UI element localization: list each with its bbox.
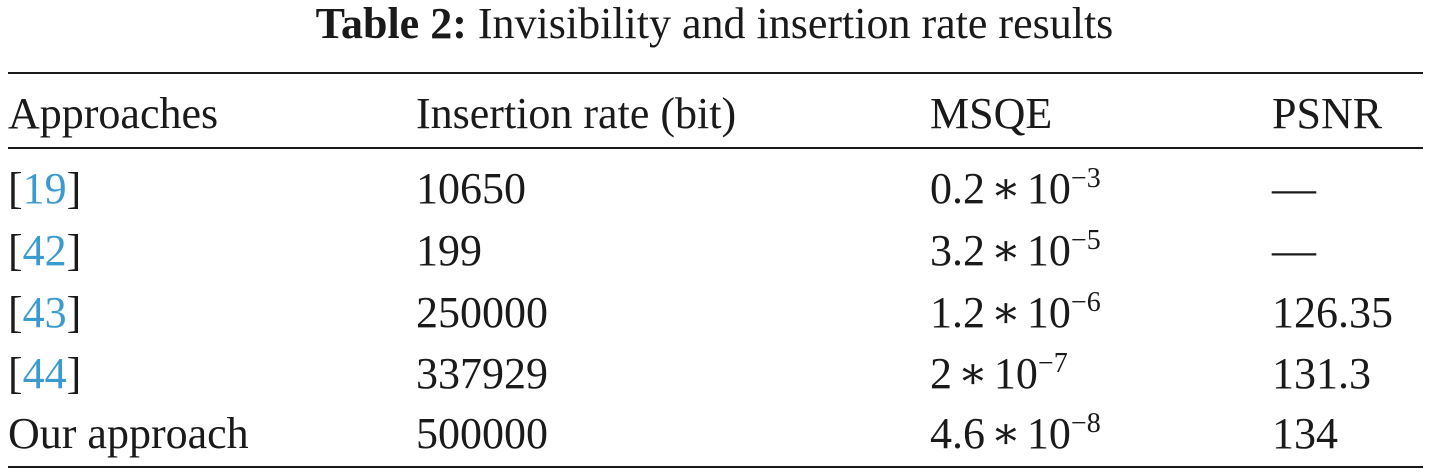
citation-link[interactable]: 19 [22, 164, 67, 213]
approach-cell: Our approach [8, 409, 249, 458]
insertion-rate-cell: 250000 [416, 288, 548, 337]
header-psnr: PSNR [1272, 89, 1383, 138]
psnr-cell: 131.3 [1272, 349, 1371, 398]
insertion-rate-cell: 337929 [416, 349, 548, 398]
psnr-cell: — [1272, 164, 1316, 213]
msqe-operator: ∗ [991, 409, 1021, 458]
msqe-operator: ∗ [991, 288, 1021, 337]
header-insertion-rate: Insertion rate (bit) [416, 89, 737, 138]
msqe-operator: ∗ [991, 164, 1021, 213]
approach-cell: [42] [8, 225, 81, 277]
msqe-operator: ∗ [991, 226, 1021, 275]
table-row: [43] 250000 1.2 ∗ 10−6 126.35 [0, 287, 1429, 339]
citation-open-bracket: [ [8, 164, 23, 213]
citation-open-bracket: [ [8, 288, 23, 337]
citation-link[interactable]: 43 [22, 288, 67, 337]
psnr-cell: — [1272, 226, 1316, 275]
msqe-operator: ∗ [958, 349, 988, 398]
approach-cell: [19] [8, 163, 81, 215]
msqe-exponent: −7 [1037, 348, 1068, 379]
citation-close-bracket: ] [66, 164, 82, 213]
psnr-cell: 134 [1272, 409, 1338, 458]
citation-open-bracket: [ [8, 349, 23, 398]
table-caption-text: Invisibility and insertion rate results [477, 0, 1114, 48]
msqe-mantissa: 2 [930, 349, 952, 398]
table-top-rule [8, 72, 1423, 74]
msqe-exponent: −3 [1070, 163, 1101, 194]
psnr-cell: 126.35 [1272, 288, 1393, 337]
msqe-base: 10 [1026, 164, 1071, 213]
approach-cell: [44] [8, 348, 81, 400]
table-row: [19] 10650 0.2 ∗ 10−3 — [0, 163, 1429, 215]
msqe-exponent: −5 [1070, 225, 1101, 256]
msqe-cell: 2 ∗ 10−7 [930, 348, 1068, 400]
citation-close-bracket: ] [66, 349, 82, 398]
table-caption-label: Table 2: [315, 0, 467, 48]
citation-link[interactable]: 42 [22, 226, 67, 275]
table-header-row: Approaches Insertion rate (bit) MSQE PSN… [0, 88, 1429, 140]
msqe-base: 10 [1026, 288, 1071, 337]
table-row: [44] 337929 2 ∗ 10−7 131.3 [0, 348, 1429, 400]
citation-link[interactable]: 44 [22, 349, 67, 398]
msqe-cell: 3.2 ∗ 10−5 [930, 225, 1101, 277]
msqe-exponent: −6 [1070, 287, 1101, 318]
table-header-rule [8, 147, 1423, 149]
citation-close-bracket: ] [66, 226, 82, 275]
msqe-mantissa: 3.2 [930, 226, 985, 275]
msqe-cell: 0.2 ∗ 10−3 [930, 163, 1101, 215]
table-bottom-rule [8, 466, 1423, 468]
insertion-rate-cell: 500000 [416, 409, 548, 458]
msqe-base: 10 [1026, 226, 1071, 275]
insertion-rate-cell: 10650 [416, 164, 526, 213]
citation-close-bracket: ] [66, 288, 82, 337]
msqe-base: 10 [993, 349, 1038, 398]
header-approaches: Approaches [8, 89, 219, 138]
table-row: [42] 199 3.2 ∗ 10−5 — [0, 225, 1429, 277]
msqe-cell: 1.2 ∗ 10−6 [930, 287, 1101, 339]
msqe-cell: 4.6 ∗ 10−8 [930, 408, 1101, 460]
insertion-rate-cell: 199 [416, 226, 482, 275]
approach-cell: [43] [8, 287, 81, 339]
msqe-exponent: −8 [1070, 408, 1101, 439]
header-msqe: MSQE [930, 89, 1053, 138]
msqe-mantissa: 4.6 [930, 409, 985, 458]
msqe-mantissa: 1.2 [930, 288, 985, 337]
table-caption: Table 2: Invisibility and insertion rate… [0, 0, 1429, 62]
citation-open-bracket: [ [8, 226, 23, 275]
msqe-base: 10 [1026, 409, 1071, 458]
msqe-mantissa: 0.2 [930, 164, 985, 213]
table-row: Our approach 500000 4.6 ∗ 10−8 134 [0, 408, 1429, 460]
